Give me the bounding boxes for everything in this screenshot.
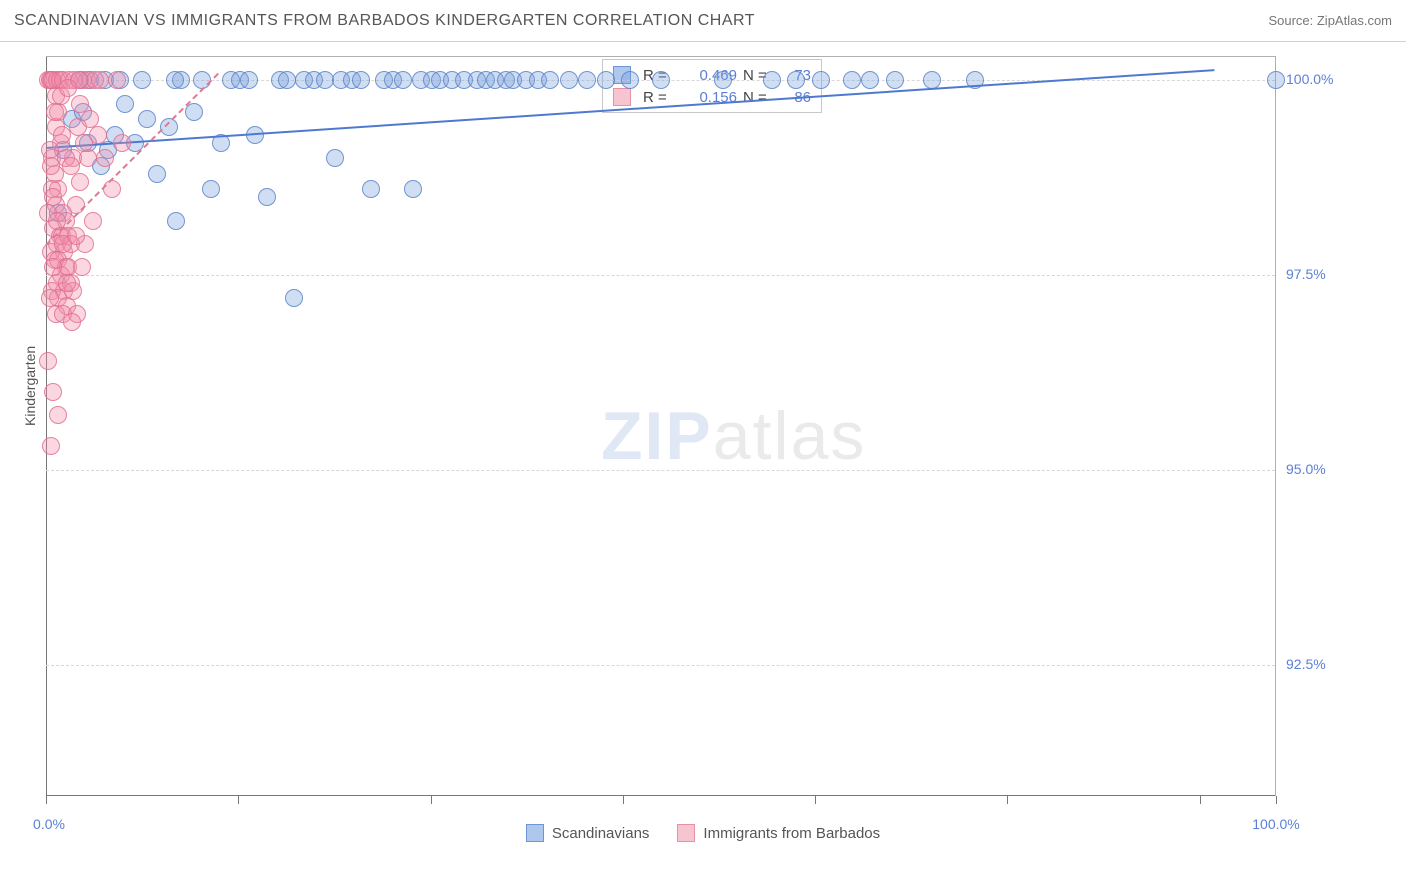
x-tick xyxy=(238,796,239,804)
data-point xyxy=(240,71,258,89)
y-axis-title: Kindergarten xyxy=(22,346,38,426)
data-point xyxy=(652,71,670,89)
stats-r-label: R = xyxy=(643,89,675,106)
data-point xyxy=(73,258,91,276)
x-axis xyxy=(46,795,1275,796)
gridline xyxy=(46,275,1275,276)
data-point xyxy=(75,134,93,152)
data-point xyxy=(714,71,732,89)
data-point xyxy=(63,313,81,331)
x-tick xyxy=(1007,796,1008,804)
data-point xyxy=(96,149,114,167)
data-point xyxy=(41,289,59,307)
chart-title: SCANDINAVIAN VS IMMIGRANTS FROM BARBADOS… xyxy=(14,12,755,30)
data-point xyxy=(79,149,97,167)
data-point xyxy=(67,196,85,214)
data-point xyxy=(404,180,422,198)
data-point xyxy=(44,188,62,206)
data-point xyxy=(44,383,62,401)
data-point xyxy=(326,149,344,167)
data-point xyxy=(39,352,57,370)
data-point xyxy=(763,71,781,89)
data-point xyxy=(167,212,185,230)
x-tick xyxy=(815,796,816,804)
data-point xyxy=(597,71,615,89)
data-point xyxy=(91,71,109,89)
data-point xyxy=(138,110,156,128)
watermark: ZIPatlas xyxy=(601,397,866,475)
data-point xyxy=(148,165,166,183)
plot-wrapper: Kindergarten R =0.469N =73R =0.156N =86 … xyxy=(46,56,1356,806)
data-point xyxy=(285,289,303,307)
data-point xyxy=(621,71,639,89)
data-point xyxy=(71,173,89,191)
data-point xyxy=(108,71,126,89)
stats-swatch xyxy=(613,88,631,106)
data-point xyxy=(787,71,805,89)
y-tick-label: 97.5% xyxy=(1286,266,1326,282)
data-point xyxy=(394,71,412,89)
legend-label: Immigrants from Barbados xyxy=(703,825,880,842)
data-point xyxy=(886,71,904,89)
data-point xyxy=(42,157,60,175)
data-point xyxy=(58,274,76,292)
data-point xyxy=(46,103,64,121)
data-point xyxy=(861,71,879,89)
data-point xyxy=(166,71,184,89)
data-point xyxy=(67,227,85,245)
data-point xyxy=(578,71,596,89)
data-point xyxy=(812,71,830,89)
x-tick xyxy=(1276,796,1277,804)
data-point xyxy=(278,71,296,89)
legend-swatch xyxy=(526,824,544,842)
data-point xyxy=(362,180,380,198)
legend-label: Scandinavians xyxy=(552,825,650,842)
y-tick-label: 92.5% xyxy=(1286,656,1326,672)
data-point xyxy=(44,258,62,276)
plot-area: R =0.469N =73R =0.156N =86 ZIPatlas xyxy=(46,56,1276,796)
data-point xyxy=(113,134,131,152)
y-tick-label: 100.0% xyxy=(1286,71,1333,87)
legend-swatch xyxy=(677,824,695,842)
data-point xyxy=(1267,71,1285,89)
data-point xyxy=(59,79,77,97)
data-point xyxy=(258,188,276,206)
data-point xyxy=(49,406,67,424)
chart-header: SCANDINAVIAN VS IMMIGRANTS FROM BARBADOS… xyxy=(0,0,1406,42)
legend-item-scandinavians: Scandinavians xyxy=(526,824,650,842)
data-point xyxy=(116,95,134,113)
data-point xyxy=(133,71,151,89)
chart-source: Source: ZipAtlas.com xyxy=(1268,13,1392,28)
x-tick xyxy=(1200,796,1201,804)
x-tick xyxy=(431,796,432,804)
data-point xyxy=(541,71,559,89)
x-tick xyxy=(623,796,624,804)
y-tick-label: 95.0% xyxy=(1286,461,1326,477)
data-point xyxy=(843,71,861,89)
gridline xyxy=(46,470,1275,471)
stats-n-label: N = xyxy=(743,89,775,106)
data-point xyxy=(352,71,370,89)
data-point xyxy=(84,212,102,230)
gridline xyxy=(46,665,1275,666)
legend-item-barbados: Immigrants from Barbados xyxy=(677,824,880,842)
x-tick xyxy=(46,796,47,804)
data-point xyxy=(202,180,220,198)
data-point xyxy=(53,126,71,144)
data-point xyxy=(560,71,578,89)
legend: Scandinavians Immigrants from Barbados xyxy=(0,824,1406,842)
data-point xyxy=(42,437,60,455)
